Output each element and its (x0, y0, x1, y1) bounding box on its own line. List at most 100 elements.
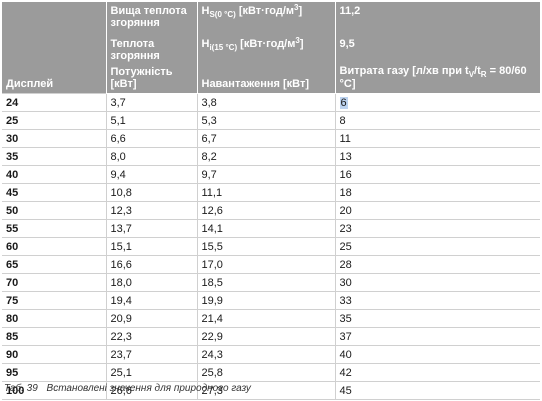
load-cell: 3,8 (197, 93, 336, 112)
gas-flow-cell: 45 (335, 381, 540, 400)
net-heat-label: Теплота згоряння (106, 35, 198, 62)
gas-flow-cell: 16 (335, 165, 540, 184)
hi-label: Hi(15 °C) [кВт·год/м3] (197, 35, 336, 62)
caption-text: Встановлені значення для природного газу (46, 383, 251, 394)
table-row: 65 16,6 17,0 28 (2, 255, 540, 274)
table-row: 35 8,0 8,2 13 (2, 147, 540, 166)
load-cell: 5,3 (197, 111, 336, 130)
table-body: 24 3,7 3,8 6 25 5,1 5,3 8 30 6,6 6,7 11 35 8,0 8,2 13 40… (2, 93, 540, 400)
selected-text[interactable]: 6 (339, 96, 348, 109)
load-cell: 8,2 (197, 147, 336, 166)
table-row: 40 9,4 9,7 16 (2, 165, 540, 184)
gas-flow-cell: 35 (335, 309, 540, 328)
gas-flow-cell: 20 (335, 201, 540, 220)
load-cell: 17,0 (197, 255, 336, 274)
table-row: 80 20,9 21,4 35 (2, 309, 540, 328)
gas-flow-cell: 23 (335, 219, 540, 238)
power-cell: 13,7 (106, 219, 198, 238)
gross-heat-label: Вища теплота згоряння (106, 2, 198, 35)
power-cell: 3,7 (106, 93, 198, 112)
display-cell: 70 (2, 273, 107, 292)
gas-flow-cell: 40 (335, 345, 540, 364)
table-row: 45 10,8 11,1 18 (2, 183, 540, 202)
caption-number: Таб. 39 (4, 383, 38, 394)
display-cell: 95 (2, 363, 107, 382)
display-cell: 25 (2, 111, 107, 130)
load-cell: 14,1 (197, 219, 336, 238)
load-cell: 12,6 (197, 201, 336, 220)
display-cell: 30 (2, 129, 107, 148)
hs-label: HS(0 °C) [кВт·год/м3] (197, 2, 336, 35)
power-cell: 26,6 (106, 381, 198, 400)
power-cell: 22,3 (106, 327, 198, 346)
table-header: Дисплей Вища теплота згоряння HS(0 °C) [… (2, 2, 540, 94)
table-row: 70 18,0 18,5 30 (2, 273, 540, 292)
display-cell: 50 (2, 201, 107, 220)
display-column-header: Дисплей (2, 2, 107, 94)
gas-flow-cell: 11 (335, 129, 540, 148)
power-cell: 10,8 (106, 183, 198, 202)
power-cell: 16,6 (106, 255, 198, 274)
power-cell: 20,9 (106, 309, 198, 328)
power-cell: 15,1 (106, 237, 198, 256)
display-cell: 60 (2, 237, 107, 256)
display-cell: 24 (2, 93, 107, 112)
load-cell: 18,5 (197, 273, 336, 292)
load-cell: 25,8 (197, 363, 336, 382)
power-cell: 19,4 (106, 291, 198, 310)
gas-flow-cell: 25 (335, 237, 540, 256)
hs-value: 11,2 (335, 2, 540, 35)
display-cell: 85 (2, 327, 107, 346)
power-cell: 8,0 (106, 147, 198, 166)
power-cell: 5,1 (106, 111, 198, 130)
gas-flow-cell: 33 (335, 291, 540, 310)
gas-flow-cell: 37 (335, 327, 540, 346)
display-cell: 40 (2, 165, 107, 184)
display-cell: 100 (2, 381, 107, 400)
load-cell: 11,1 (197, 183, 336, 202)
table-row: 85 22,3 22,9 37 (2, 327, 540, 346)
load-cell: 19,9 (197, 291, 336, 310)
display-cell: 80 (2, 309, 107, 328)
load-cell: 27,3 (197, 381, 336, 400)
hi-value: 9,5 (335, 35, 540, 62)
power-cell: 23,7 (106, 345, 198, 364)
gas-flow-column-header: Витрата газу [л/хв при tV/tR = 80/60 °C] (335, 62, 540, 94)
gas-flow-cell: 28 (335, 255, 540, 274)
load-column-header: Навантаження [кВт] (197, 62, 336, 94)
power-cell: 6,6 (106, 129, 198, 148)
power-cell: 9,4 (106, 165, 198, 184)
gas-flow-cell: 30 (335, 273, 540, 292)
load-cell: 24,3 (197, 345, 336, 364)
display-cell: 65 (2, 255, 107, 274)
load-cell: 22,9 (197, 327, 336, 346)
display-cell: 35 (2, 147, 107, 166)
power-cell: 18,0 (106, 273, 198, 292)
table-row: 24 3,7 3,8 6 (2, 93, 540, 112)
table-row: 90 23,7 24,3 40 (2, 345, 540, 364)
power-cell: 12,3 (106, 201, 198, 220)
power-cell: 25,1 (106, 363, 198, 382)
table-row: 95 25,1 25,8 42 (2, 363, 540, 382)
table-row: 30 6,6 6,7 11 (2, 129, 540, 148)
gas-flow-cell: 8 (335, 111, 540, 130)
load-cell: 21,4 (197, 309, 336, 328)
power-column-header: Потужність [кВт] (106, 62, 198, 94)
gas-flow-cell: 13 (335, 147, 540, 166)
gas-flow-cell: 18 (335, 183, 540, 202)
gas-flow-cell: 6 (335, 93, 540, 112)
gas-flow-cell: 42 (335, 363, 540, 382)
table-row: 60 15,1 15,5 25 (2, 237, 540, 256)
display-cell: 75 (2, 291, 107, 310)
table-row: 50 12,3 12,6 20 (2, 201, 540, 220)
table-row: 75 19,4 19,9 33 (2, 291, 540, 310)
display-cell: 45 (2, 183, 107, 202)
table-caption: Таб. 39 Встановлені значення для природн… (4, 383, 251, 394)
load-cell: 15,5 (197, 237, 336, 256)
table-row: 25 5,1 5,3 8 (2, 111, 540, 130)
load-cell: 9,7 (197, 165, 336, 184)
table-row: 100 26,6 27,3 45 (2, 381, 540, 400)
table-row: 55 13,7 14,1 23 (2, 219, 540, 238)
load-cell: 6,7 (197, 129, 336, 148)
